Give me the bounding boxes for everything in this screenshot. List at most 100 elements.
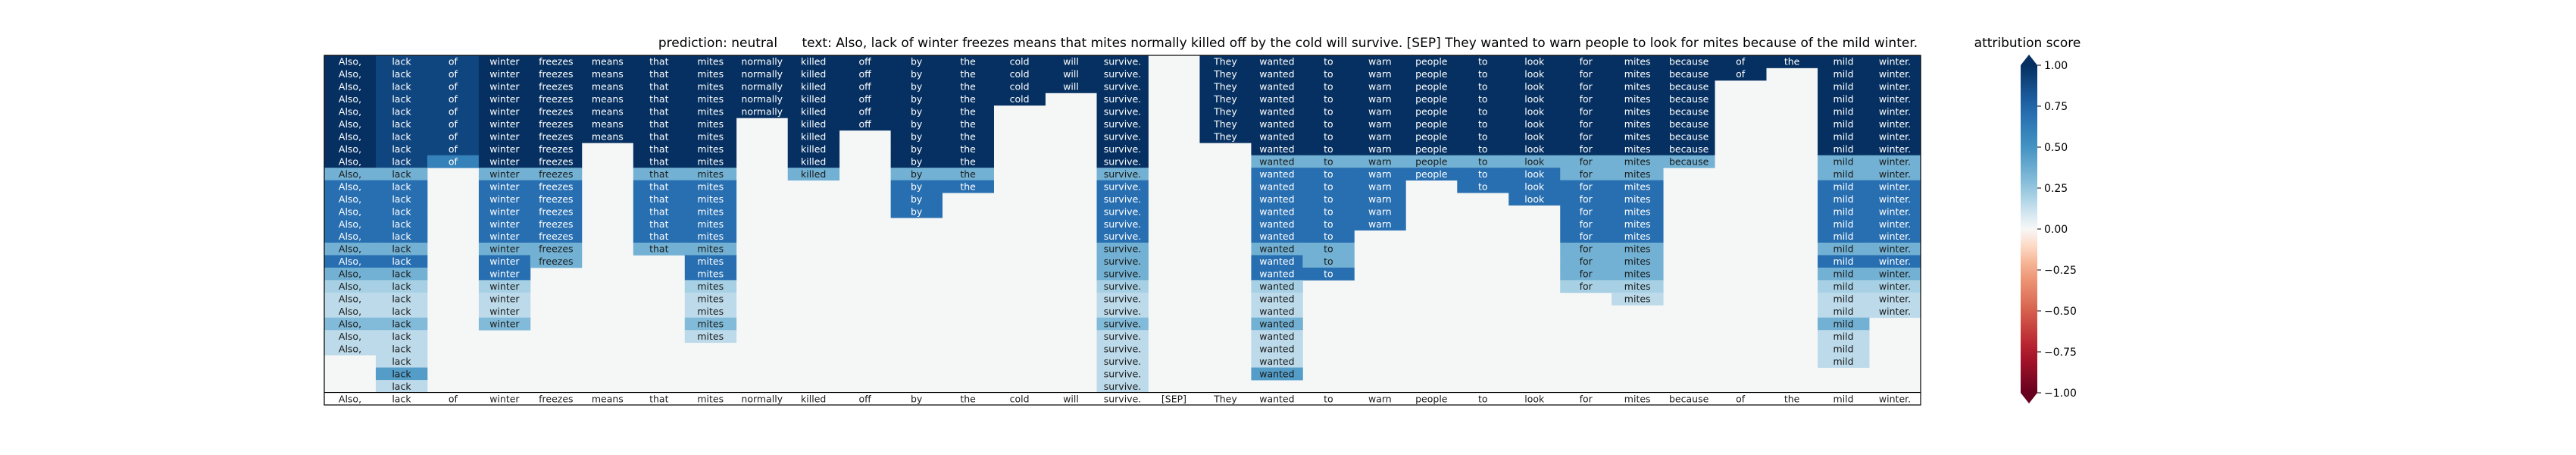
heatmap-cell <box>633 155 686 168</box>
heatmap-cell <box>1663 105 1715 118</box>
heatmap-token-label: wanted <box>1259 168 1294 180</box>
heatmap-token-label: the <box>960 168 976 180</box>
heatmap-cell <box>1508 55 1561 68</box>
heatmap-token-label: mites <box>697 218 724 230</box>
heatmap-cell <box>1199 105 1252 118</box>
heatmap-token-label: to <box>1478 106 1488 118</box>
heatmap-cell <box>684 280 737 293</box>
heatmap-token-label: mild <box>1834 393 1854 404</box>
heatmap-token-label: winter <box>489 256 520 267</box>
heatmap-token-label: to <box>1324 155 1333 167</box>
heatmap-cell <box>684 255 737 268</box>
heatmap-cell <box>787 168 840 181</box>
heatmap-token-label: winter <box>489 293 520 305</box>
heatmap-token-label: of <box>449 118 458 130</box>
heatmap-cell <box>1818 218 1870 231</box>
heatmap-token-label: mites <box>697 393 724 404</box>
heatmap-token-label: wanted <box>1259 193 1294 205</box>
heatmap-cell <box>324 105 377 118</box>
heatmap-token-label: wanted <box>1259 81 1294 93</box>
heatmap-cell <box>1251 168 1303 181</box>
heatmap-token-label: to <box>1324 180 1333 192</box>
heatmap-cell <box>1457 80 1509 93</box>
heatmap-cell <box>478 155 531 168</box>
heatmap-cell <box>787 130 840 143</box>
heatmap-cell <box>684 292 737 306</box>
heatmap-token-label: survive. <box>1104 106 1142 118</box>
heatmap-cell <box>1045 392 1097 406</box>
heatmap-cell <box>1251 267 1303 281</box>
heatmap-cell <box>1251 67 1303 81</box>
heatmap-cell <box>530 392 583 406</box>
heatmap-token-label: the <box>960 143 976 155</box>
heatmap-cell <box>1096 292 1149 306</box>
heatmap-cell <box>1612 205 1664 218</box>
heatmap-cell <box>324 205 377 218</box>
heatmap-token-label: lack <box>392 218 411 230</box>
heatmap-cell <box>1405 105 1458 118</box>
heatmap-token-label: winter <box>489 243 520 255</box>
heatmap-cell <box>1869 205 1921 218</box>
heatmap-cell <box>993 67 1046 81</box>
heatmap-cell <box>375 93 428 106</box>
heatmap-cell <box>1251 342 1303 356</box>
heatmap-cell <box>581 55 634 68</box>
heatmap-cell <box>787 67 840 81</box>
heatmap-token-label: mild <box>1834 81 1854 93</box>
heatmap-token-label: the <box>960 68 976 80</box>
heatmap-cell <box>1612 118 1664 131</box>
heatmap-token-label: of <box>1736 56 1746 67</box>
heatmap-cell <box>1251 193 1303 206</box>
heatmap-cell <box>1560 168 1612 181</box>
heatmap-cell <box>1560 118 1612 131</box>
heatmap-cell <box>1508 118 1561 131</box>
heatmap-cell <box>839 80 892 93</box>
heatmap-cell <box>942 180 994 193</box>
heatmap-token-label: killed <box>801 143 826 155</box>
heatmap-token-label: winter <box>489 143 520 155</box>
heatmap-token-label: mites <box>1624 106 1651 118</box>
heatmap-cell <box>1560 143 1612 156</box>
heatmap-cell <box>375 55 428 68</box>
heatmap-cell <box>1405 392 1458 406</box>
heatmap-token-label: lack <box>392 155 411 167</box>
heatmap-token-label: freezes <box>539 93 573 105</box>
colorbar: 1.00 0.75 0.50 0.25 0.00 −0.25 −0.50 −0.75 −1.00 <box>2021 55 2077 403</box>
heatmap-token-label: survive. <box>1104 243 1142 255</box>
heatmap-token-label: wanted <box>1259 56 1294 67</box>
heatmap-token-label: Also, <box>339 118 361 130</box>
heatmap-token-label: freezes <box>539 81 573 93</box>
heatmap-cell <box>324 317 377 331</box>
heatmap-cell <box>684 118 737 131</box>
heatmap-token-label: to <box>1324 56 1333 67</box>
heatmap-cell <box>1869 55 1921 68</box>
heatmap-cell <box>1869 130 1921 143</box>
heatmap-token-label: survive. <box>1104 131 1142 143</box>
heatmap-cell <box>478 193 531 206</box>
heatmap-token-label: because <box>1669 56 1709 67</box>
text-label: text: <box>802 36 832 51</box>
heatmap-token-label: mites <box>1624 268 1651 280</box>
heatmap-cell <box>324 392 377 406</box>
heatmap-token-label: of <box>449 131 458 143</box>
heatmap-token-label: warn <box>1368 131 1392 143</box>
heatmap-cell <box>1096 143 1149 156</box>
heatmap-cell <box>1508 143 1561 156</box>
heatmap-cell <box>375 218 428 231</box>
heatmap-token-label: winter. <box>1879 218 1911 230</box>
heatmap-cell <box>890 118 943 131</box>
heatmap-cell <box>684 155 737 168</box>
heatmap-cell <box>1508 105 1561 118</box>
heatmap-cell <box>1457 105 1509 118</box>
heatmap-token-label: because <box>1669 106 1709 118</box>
heatmap-cell <box>1818 130 1870 143</box>
heatmap-cell <box>1096 255 1149 268</box>
heatmap-token-label: mites <box>1624 293 1651 305</box>
heatmap-token-label: by <box>911 180 923 192</box>
heatmap-token-label: mites <box>1624 281 1651 292</box>
heatmap-token-label: mites <box>1624 231 1651 242</box>
heatmap-token-label: of <box>449 93 458 105</box>
heatmap-token-label: that <box>649 243 668 255</box>
heatmap-cell <box>375 118 428 131</box>
heatmap-cell <box>581 80 634 93</box>
